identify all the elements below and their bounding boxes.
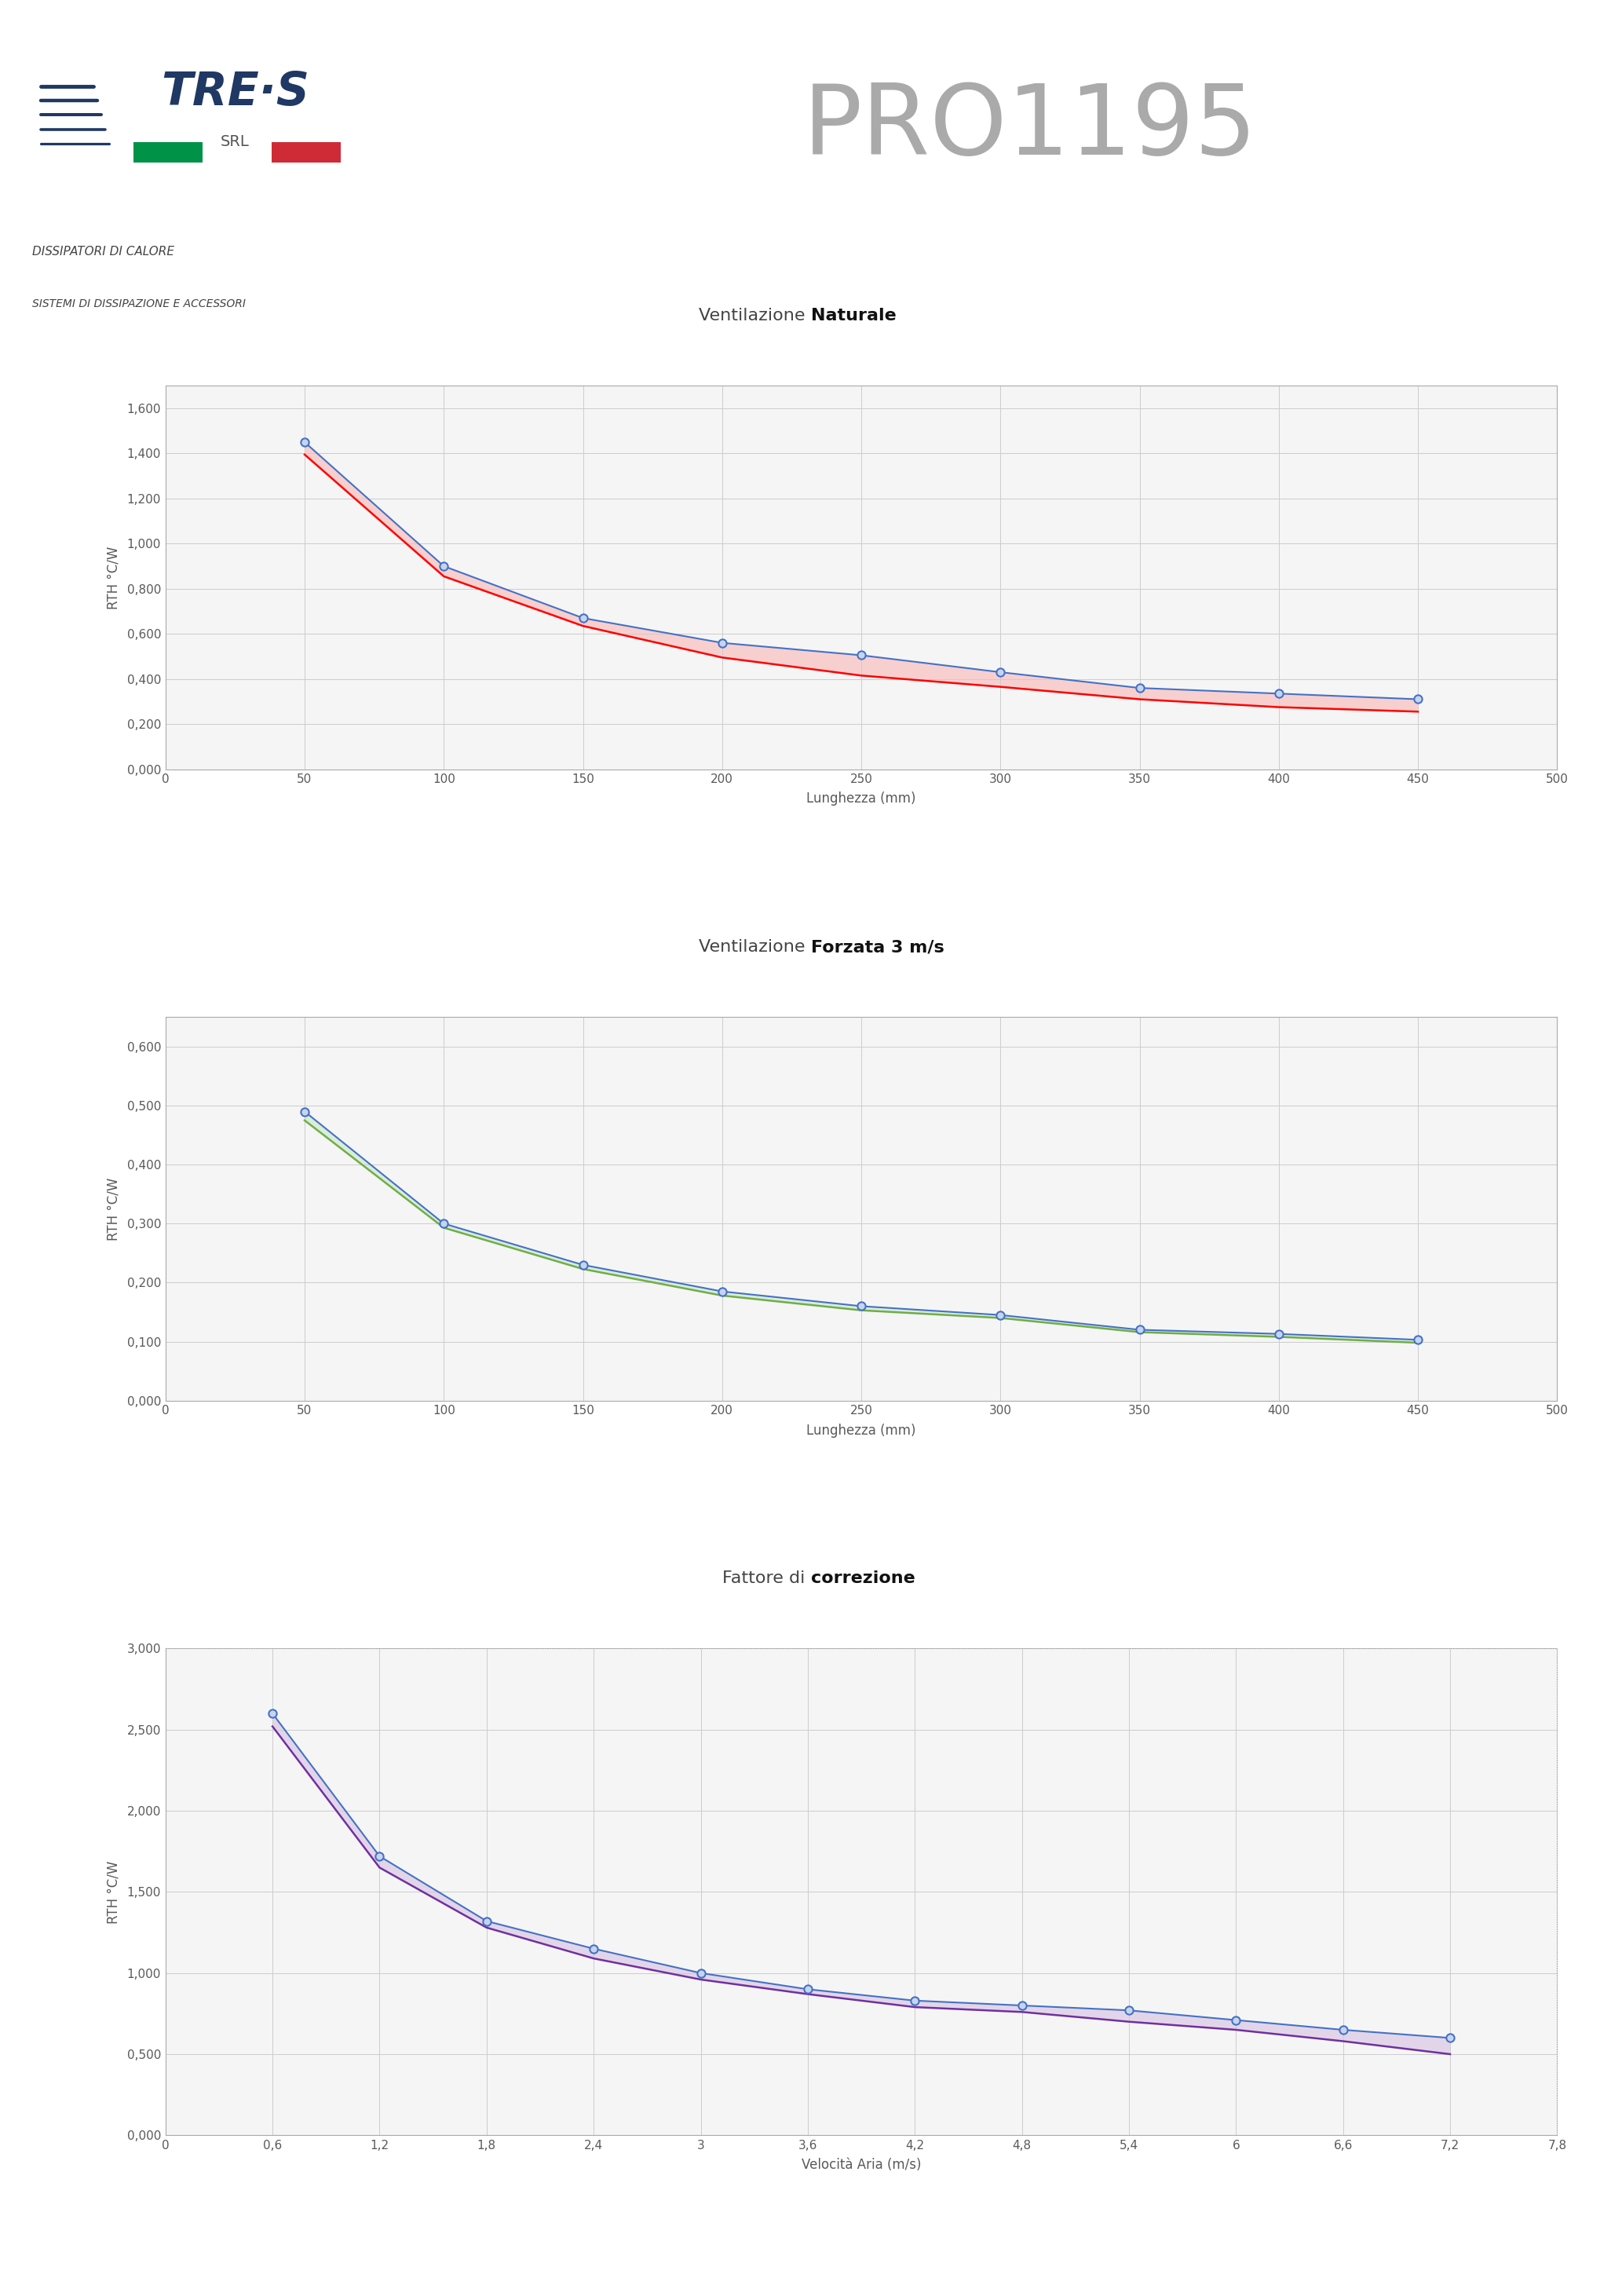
Text: Ventilazione: Ventilazione bbox=[699, 308, 811, 324]
Text: Ventilazione: Ventilazione bbox=[699, 939, 811, 955]
Y-axis label: RTH °C/W: RTH °C/W bbox=[107, 1178, 120, 1240]
Bar bbox=[272, 142, 341, 163]
Point bbox=[431, 549, 457, 585]
Point bbox=[1127, 670, 1153, 707]
Bar bbox=[203, 142, 272, 163]
Y-axis label: RTH °C/W: RTH °C/W bbox=[107, 1860, 120, 1924]
X-axis label: Velocità Aria (m/s): Velocità Aria (m/s) bbox=[801, 2158, 921, 2172]
Point bbox=[709, 1272, 735, 1309]
Point bbox=[1127, 1311, 1153, 1348]
Text: Fattore di: Fattore di bbox=[723, 1570, 811, 1587]
Text: SRL: SRL bbox=[221, 135, 250, 149]
Text: correzione: correzione bbox=[811, 1570, 915, 1587]
Point bbox=[988, 1297, 1014, 1334]
Point bbox=[709, 625, 735, 661]
Point bbox=[988, 654, 1014, 691]
Point bbox=[848, 1288, 874, 1325]
Point bbox=[848, 636, 874, 673]
X-axis label: Lunghezza (mm): Lunghezza (mm) bbox=[806, 792, 916, 806]
Point bbox=[1405, 1322, 1431, 1359]
Point bbox=[581, 1931, 607, 1968]
X-axis label: Lunghezza (mm): Lunghezza (mm) bbox=[806, 1424, 916, 1437]
Point bbox=[569, 599, 595, 636]
Point bbox=[367, 1837, 393, 1874]
Y-axis label: RTH °C/W: RTH °C/W bbox=[107, 546, 120, 608]
Point bbox=[569, 1247, 595, 1283]
Point bbox=[902, 1981, 928, 2018]
Point bbox=[431, 1205, 457, 1242]
Text: SISTEMI DI DISSIPAZIONE E ACCESSORI: SISTEMI DI DISSIPAZIONE E ACCESSORI bbox=[32, 298, 247, 310]
Point bbox=[292, 425, 318, 461]
Text: TRE·S: TRE·S bbox=[161, 69, 310, 115]
Point bbox=[1330, 2011, 1356, 2048]
Point bbox=[1265, 1316, 1291, 1352]
Bar bbox=[133, 142, 203, 163]
Text: Forzata 3 m/s: Forzata 3 m/s bbox=[811, 939, 944, 955]
Text: Naturale: Naturale bbox=[811, 308, 897, 324]
Point bbox=[1405, 682, 1431, 719]
Point bbox=[474, 1903, 500, 1940]
Point bbox=[688, 1954, 714, 1991]
Point bbox=[795, 1970, 821, 2007]
Point bbox=[1437, 2020, 1463, 2057]
Point bbox=[1265, 675, 1291, 712]
Point bbox=[1009, 1986, 1035, 2023]
Point bbox=[1223, 2002, 1249, 2039]
Point bbox=[1116, 1993, 1142, 2030]
Text: PRO1195: PRO1195 bbox=[803, 80, 1257, 174]
Text: DISSIPATORI DI CALORE: DISSIPATORI DI CALORE bbox=[32, 246, 175, 257]
Point bbox=[292, 1093, 318, 1130]
Point bbox=[260, 1694, 285, 1731]
